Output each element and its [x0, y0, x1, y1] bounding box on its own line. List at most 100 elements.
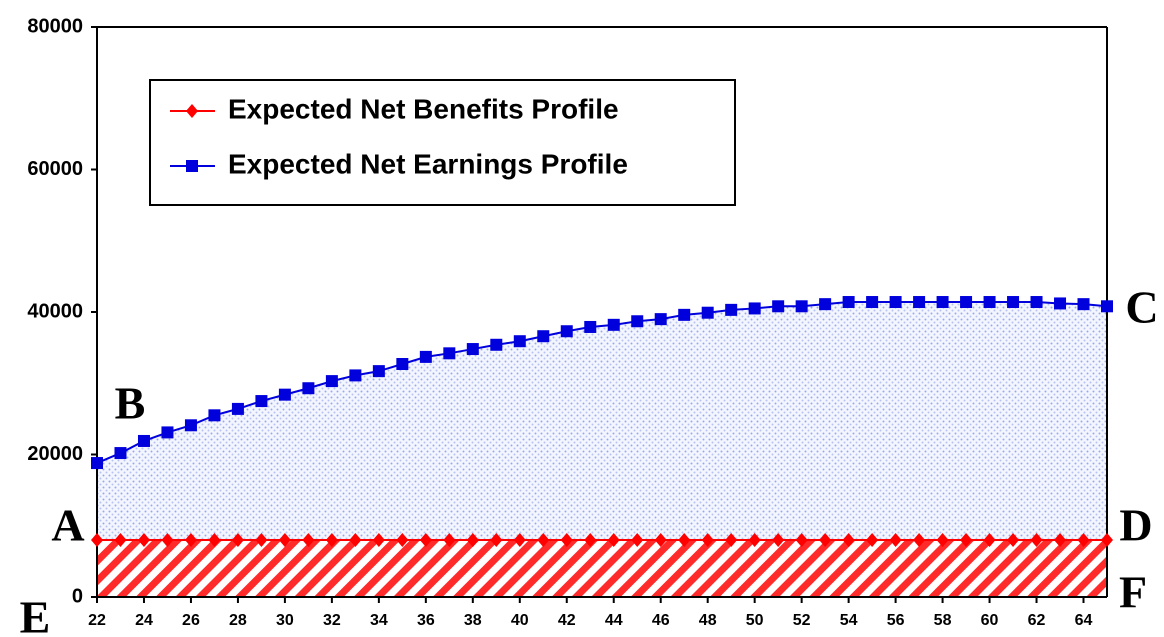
- square-marker: [325, 375, 338, 388]
- x-tick-label: 36: [417, 612, 435, 629]
- square-marker: [537, 330, 550, 343]
- diamond-marker: [466, 533, 479, 547]
- diamond-marker: [748, 533, 761, 547]
- x-tick-label: 60: [981, 612, 999, 629]
- square-marker: [396, 358, 409, 371]
- square-marker: [701, 306, 714, 319]
- square-marker: [419, 350, 432, 363]
- square-marker: [725, 303, 738, 316]
- x-tick-label: 46: [652, 612, 670, 629]
- diamond-marker: [584, 533, 597, 547]
- x-tick-label: 32: [323, 612, 341, 629]
- diamond-marker: [91, 533, 103, 547]
- square-marker: [490, 338, 503, 351]
- square-marker: [819, 298, 832, 311]
- diamond-marker: [208, 533, 221, 547]
- diamond-marker: [889, 533, 902, 547]
- square-marker: [889, 296, 902, 309]
- x-tick-label: 26: [182, 612, 200, 629]
- x-tick-label: 42: [558, 612, 576, 629]
- square-marker: [302, 382, 315, 395]
- x-tick-label: 30: [276, 612, 294, 629]
- square-marker: [1030, 296, 1043, 309]
- x-tick-label: 40: [511, 612, 529, 629]
- benefits-area: [97, 540, 1107, 597]
- x-tick-label: 28: [229, 612, 247, 629]
- diamond-marker: [936, 533, 949, 547]
- square-marker: [186, 160, 198, 172]
- diamond-marker: [114, 533, 127, 547]
- x-tick-label: 52: [793, 612, 811, 629]
- diamond-marker: [1007, 533, 1020, 547]
- square-marker: [161, 426, 174, 439]
- diamond-marker: [772, 533, 785, 547]
- x-tick-label: 54: [840, 612, 858, 629]
- square-marker: [983, 296, 996, 309]
- square-marker: [114, 447, 127, 460]
- x-tick-label: 48: [699, 612, 717, 629]
- square-marker: [678, 308, 691, 321]
- square-marker: [255, 395, 268, 408]
- square-marker: [654, 313, 667, 326]
- diamond-marker: [255, 533, 268, 547]
- square-marker: [1077, 298, 1090, 311]
- areas: [97, 302, 1107, 597]
- square-marker: [631, 315, 644, 328]
- square-marker: [184, 419, 197, 432]
- legend: Expected Net Benefits Profile Expected Ne…: [149, 79, 736, 206]
- diamond-marker: [372, 533, 385, 547]
- diamond-marker: [866, 533, 879, 547]
- square-marker: [772, 300, 785, 313]
- x-tick-label: 44: [605, 612, 623, 629]
- square-marker: [584, 320, 597, 333]
- diamond-marker: [913, 533, 926, 547]
- diamond-marker: [396, 533, 409, 547]
- diamond-marker: [490, 533, 503, 547]
- square-marker: [278, 388, 291, 401]
- annotation-letter: A: [51, 500, 84, 551]
- square-marker: [208, 409, 221, 422]
- x-tick-label: 38: [464, 612, 482, 629]
- x-tick-label: 56: [887, 612, 905, 629]
- diamond-marker: [278, 533, 291, 547]
- square-marker: [607, 318, 620, 331]
- y-tick-label: 80000: [27, 15, 83, 37]
- diamond-marker: [1077, 533, 1090, 547]
- annotation-letter: B: [115, 378, 146, 429]
- square-marker: [960, 296, 973, 309]
- square-marker: [1101, 300, 1113, 313]
- x-tick-label: 22: [88, 612, 106, 629]
- x-tick-label: 58: [934, 612, 952, 629]
- annotation-letter: D: [1119, 500, 1152, 551]
- square-marker: [137, 434, 150, 447]
- square-marker: [443, 347, 456, 360]
- diamond-marker: [537, 533, 550, 547]
- diamond-marker: [443, 533, 456, 547]
- diamond-marker: [349, 533, 362, 547]
- diamond-marker: [186, 104, 198, 118]
- legend-label: Expected Net Benefits Profile: [228, 93, 619, 124]
- diamond-marker: [678, 533, 691, 547]
- annotation-letter: F: [1119, 567, 1147, 618]
- y-tick-label: 0: [72, 585, 83, 607]
- diamond-marker: [513, 533, 526, 547]
- diamond-marker: [725, 533, 738, 547]
- x-tick-label: 64: [1075, 612, 1093, 629]
- square-marker: [560, 325, 573, 338]
- y-tick-label: 40000: [27, 300, 83, 322]
- diamond-marker: [983, 533, 996, 547]
- annotations: A B C D E F: [20, 282, 1159, 637]
- diamond-marker: [842, 533, 855, 547]
- diamond-marker: [960, 533, 973, 547]
- x-tick-label: 62: [1028, 612, 1046, 629]
- square-marker: [349, 369, 362, 382]
- diamond-marker: [184, 533, 197, 547]
- x-tick-label: 50: [746, 612, 764, 629]
- axes: 0 20000 40000 60000 80000 22 24 26 28 30 32 34 36 38 4…: [27, 15, 1108, 629]
- diamond-marker: [1030, 533, 1043, 547]
- diamond-marker: [607, 533, 620, 547]
- legend-label: Expected Net Earnings Profile: [228, 148, 628, 179]
- square-marker: [466, 343, 479, 356]
- diamond-marker: [137, 533, 150, 547]
